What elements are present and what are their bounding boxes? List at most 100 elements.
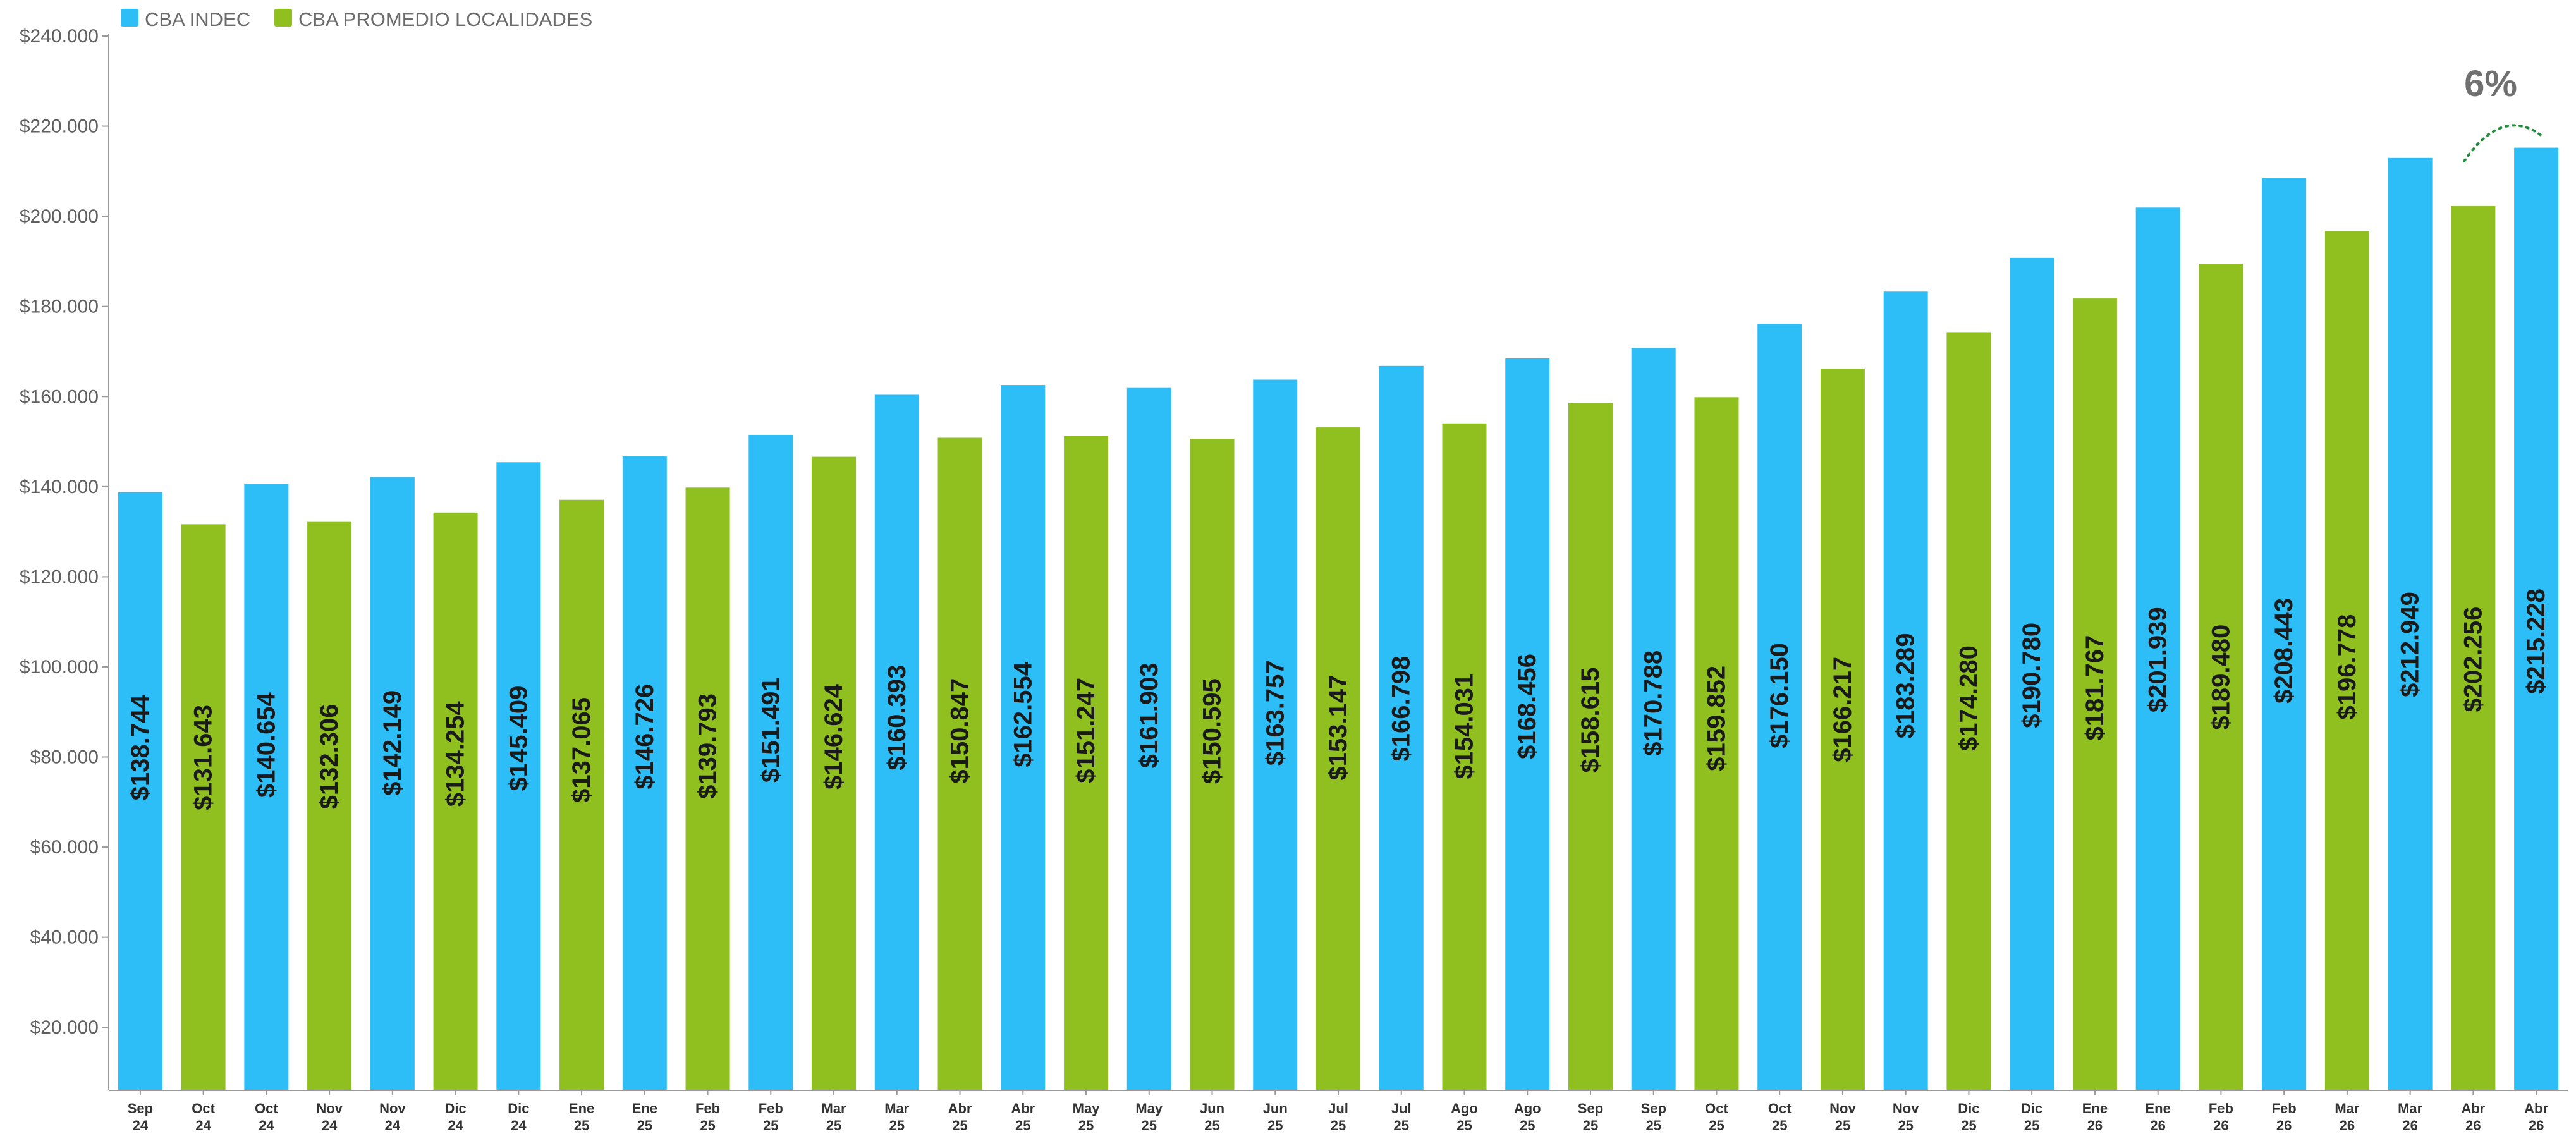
data-label: $162.554 [1009,661,1037,767]
x-tick-month: Dic [508,1101,529,1116]
data-label: $201.939 [2144,607,2172,712]
y-tick-label: $160.000 [20,386,99,407]
x-tick-month: Ene [632,1101,657,1116]
data-label: $163.757 [1261,660,1289,766]
y-tick-label: $220.000 [20,116,99,137]
bar-series: $138.744 $131.643 $140.654 $132.306 $142.149… [118,147,2559,1091]
data-label: $142.149 [379,690,406,796]
x-tick-year: 25 [1204,1118,1219,1133]
y-tick-label: $120.000 [20,566,99,587]
bar [496,462,541,1090]
x-tick-month: Dic [444,1101,466,1116]
data-label: $189.480 [2207,625,2235,730]
data-label: $131.643 [190,705,217,810]
x-tick-year: 24 [322,1118,338,1133]
data-label: $138.744 [126,695,154,801]
bar [118,492,162,1090]
data-label: $153.147 [1324,675,1352,781]
x-tick-month: Sep [128,1101,153,1116]
data-label: $139.793 [694,693,722,799]
bar [2451,206,2496,1090]
x-tick-year: 25 [1583,1118,1598,1133]
growth-annotation: 6% [2463,63,2546,162]
bar [812,456,857,1090]
data-label: $158.615 [1577,668,1604,773]
bar [748,434,793,1090]
x-tick-month: Feb [2209,1101,2233,1116]
bar [1064,436,1109,1090]
x-tick-month: Mar [2335,1101,2360,1116]
x-tick-month: Mar [821,1101,846,1116]
data-label: $159.852 [1702,666,1730,771]
data-label: $183.289 [1892,633,1920,738]
growth-label: 6% [2464,63,2517,104]
bar [1568,403,1613,1091]
y-axis: $20.000 $40.000 $60.000 $80.000 $100.000 $120… [20,26,109,1090]
x-tick-year: 25 [1645,1118,1661,1133]
x-tick-year: 26 [2402,1118,2417,1133]
data-label: $146.624 [820,683,848,790]
data-label: $181.767 [2081,635,2109,741]
x-tick-year: 25 [1267,1118,1283,1133]
legend-item-cba-promedio-localidades: CBA PROMEDIO LOCALIDADES [274,8,592,30]
x-tick-month: Oct [255,1101,278,1116]
bar [2199,264,2243,1090]
x-tick-year: 25 [700,1118,715,1133]
x-tick-month: Nov [1893,1101,1919,1116]
x-tick-year: 26 [2150,1118,2165,1133]
x-tick-year: 25 [1772,1118,1787,1133]
x-axis: Sep 24 Oct 24 Oct 24 Nov 24 Nov 24 Dic 24 Dic 24 Ene 25… [109,1090,2568,1133]
data-label: $208.443 [2270,598,2298,704]
x-tick-month: Oct [192,1101,215,1116]
data-label: $166.217 [1829,657,1857,762]
x-tick-year: 24 [448,1118,463,1133]
x-tick-year: 26 [2340,1118,2355,1133]
bar [1505,358,1550,1091]
bar [2072,298,2117,1090]
data-label: $215.228 [2522,589,2550,694]
x-tick-year: 25 [1078,1118,1094,1133]
bar [1442,423,1487,1090]
data-label: $151.491 [757,677,784,783]
x-tick-year: 25 [1709,1118,1724,1133]
x-tick-year: 26 [2529,1118,2544,1133]
y-tick-label: $180.000 [20,296,99,317]
x-tick-year: 25 [1520,1118,1535,1133]
data-label: $212.949 [2396,592,2424,697]
y-tick-label: $20.000 [30,1017,99,1038]
x-tick-month: Ene [569,1101,594,1116]
x-tick-year: 25 [2024,1118,2039,1133]
y-tick-label: $240.000 [20,26,99,47]
bar [1946,332,1991,1091]
data-label: $145.409 [504,686,532,791]
bar [937,437,982,1090]
bar [2262,178,2307,1090]
x-tick-year: 24 [385,1118,401,1133]
x-tick-month: Nov [316,1101,343,1116]
x-tick-month: Abr [2461,1101,2485,1116]
x-tick-month: Ene [2145,1101,2170,1116]
data-label: $161.903 [1135,662,1163,768]
x-tick-year: 24 [259,1118,274,1133]
bar [1316,427,1360,1091]
bar [2514,147,2559,1091]
bar [433,512,478,1090]
x-tick-year: 25 [1331,1118,1346,1133]
data-label: $190.780 [2018,623,2046,728]
x-tick-month: Abr [2524,1101,2548,1116]
data-label: $196.778 [2333,614,2361,720]
growth-arc [2463,124,2546,162]
data-label: $137.065 [568,697,595,803]
x-tick-month: Oct [1768,1101,1792,1116]
data-label: $150.847 [946,678,974,784]
bar [2324,231,2369,1091]
data-label: $168.456 [1513,654,1541,759]
x-tick-month: Dic [2021,1101,2042,1116]
data-label: $150.595 [1199,678,1226,784]
x-tick-year: 24 [133,1118,149,1133]
bar [874,394,919,1090]
x-tick-year: 25 [1835,1118,1850,1133]
data-label: $140.654 [252,692,280,798]
data-label: $174.280 [1955,645,1982,751]
x-tick-year: 25 [1142,1118,1157,1133]
